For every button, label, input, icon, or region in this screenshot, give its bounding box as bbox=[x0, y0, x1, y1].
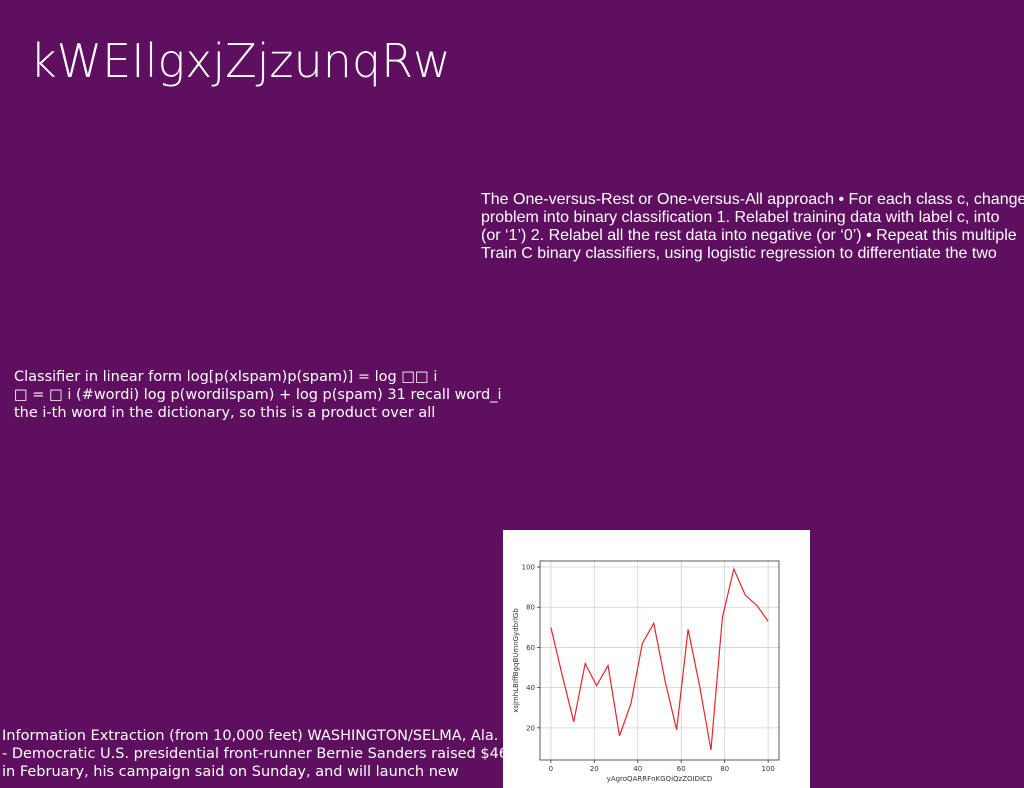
text-line: in February, his campaign said on Sunday… bbox=[2, 764, 459, 780]
y-tick-label: 60 bbox=[526, 644, 535, 652]
y-tick-label: 100 bbox=[522, 564, 535, 572]
text-block: Classifier in linear form log[p(xlspam)p… bbox=[14, 368, 502, 422]
chart: 0 20 40 60 80 100 20 40 60 80 100 yAgroQARRFnKGQiQz… bbox=[503, 530, 810, 788]
data-line bbox=[550, 567, 769, 751]
text-line: (or ‘1’) 2. Relabel all the rest data in… bbox=[481, 227, 1017, 244]
plot-frame bbox=[539, 560, 780, 761]
text-line: - Democratic U.S. presidential front-run… bbox=[2, 746, 503, 762]
x-tick-label: 20 bbox=[590, 765, 599, 773]
text-line: Classifier in linear form log[p(xlspam)p… bbox=[14, 369, 438, 385]
y-tick-label: 20 bbox=[526, 724, 535, 732]
x-tick-label: 40 bbox=[633, 765, 642, 773]
text-line: □ = □ i (#wordi) log p(wordilspam) + log… bbox=[14, 387, 502, 403]
text-line: Train C binary classifiers, using logist… bbox=[481, 245, 997, 262]
y-tick-label: 80 bbox=[526, 604, 535, 612]
x-tick-label: 60 bbox=[677, 765, 686, 773]
text-block: The One-versus-Rest or One-versus-All ap… bbox=[481, 191, 1024, 263]
text-line: the i-th word in the dictionary, so this… bbox=[14, 405, 436, 421]
x-tick-label: 100 bbox=[761, 765, 774, 773]
text-line: problem into binary classification 1. Re… bbox=[481, 209, 1000, 226]
y-axis-label: xsjmhLBIffBgqBUmnGydbrlGb bbox=[512, 608, 520, 713]
x-tick-label: 0 bbox=[549, 765, 553, 773]
y-tick-label: 40 bbox=[526, 684, 535, 692]
slide-title: kWEIlgxjZjzunqRw bbox=[30, 34, 451, 88]
text-line: Information Extraction (from 10,000 feet… bbox=[2, 728, 499, 744]
x-axis-label: yAgroQARRFnKGQiQzZOIDICD bbox=[607, 775, 713, 783]
text-line: The One-versus-Rest or One-versus-All ap… bbox=[481, 191, 1024, 208]
text-block: Information Extraction (from 10,000 feet… bbox=[2, 727, 503, 781]
x-tick-label: 80 bbox=[720, 765, 729, 773]
